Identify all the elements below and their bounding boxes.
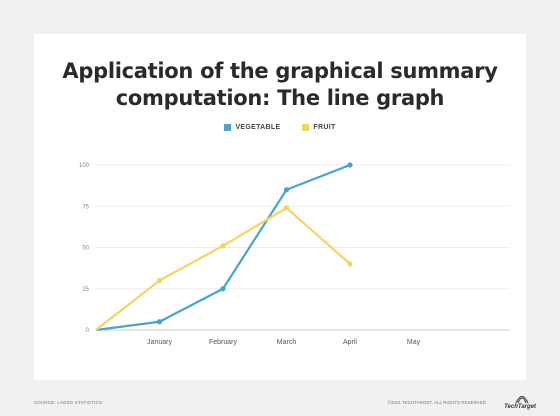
legend-item-vegetable: VEGETABLE bbox=[224, 124, 280, 131]
data-point-vegetable bbox=[156, 319, 163, 325]
brand-logo: TechTarget bbox=[492, 392, 536, 412]
data-point-vegetable bbox=[220, 286, 226, 292]
y-tick-label: 50 bbox=[82, 246, 89, 252]
x-tick-label: January bbox=[147, 339, 172, 346]
chart-title: Application of the graphical summary com… bbox=[62, 59, 498, 110]
data-point-vegetable bbox=[283, 187, 290, 193]
y-tick-label: 75 bbox=[82, 204, 89, 210]
x-tick-label: February bbox=[209, 339, 238, 346]
series-line-fruit bbox=[95, 206, 351, 331]
source-note: SOURCE: LAERD STATISTICS bbox=[34, 400, 103, 405]
legend-swatch-fruit bbox=[302, 124, 310, 131]
chart-legend: VEGETABLE FRUIT bbox=[0, 124, 560, 131]
x-tick-label: April bbox=[343, 339, 357, 346]
x-tick-label: March bbox=[277, 339, 297, 346]
x-tick-label: May bbox=[407, 339, 421, 346]
data-point-fruit bbox=[156, 277, 163, 284]
data-point-fruit bbox=[220, 243, 226, 249]
y-tick-label: 25 bbox=[82, 287, 89, 293]
y-tick-label: 0 bbox=[86, 328, 90, 334]
chart-card bbox=[34, 34, 526, 380]
data-point-vegetable bbox=[347, 162, 353, 168]
data-point-fruit bbox=[347, 261, 353, 267]
legend-label-fruit: FRUIT bbox=[313, 124, 336, 131]
data-point-fruit bbox=[283, 205, 290, 211]
copyright-note: ©2021 TECHTARGET. ALL RIGHTS RESERVED bbox=[387, 400, 486, 405]
brand-name: TechTarget bbox=[504, 404, 536, 410]
legend-label-vegetable: VEGETABLE bbox=[235, 124, 281, 131]
legend-item-fruit: FRUIT bbox=[302, 124, 335, 131]
legend-swatch-vegetable bbox=[224, 124, 232, 131]
logo-mark-icon bbox=[515, 396, 529, 404]
y-tick-label: 100 bbox=[79, 163, 90, 169]
